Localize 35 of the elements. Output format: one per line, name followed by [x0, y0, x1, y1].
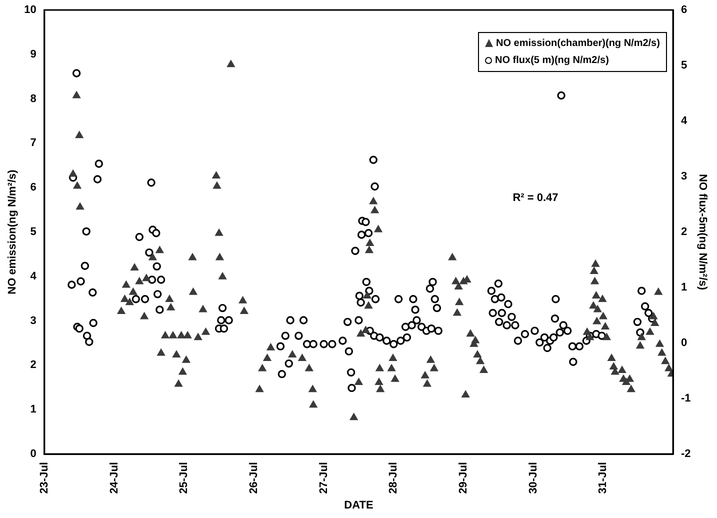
y2-tick-label: 0 [681, 337, 688, 350]
y2-tick-label: 4 [681, 115, 688, 128]
y2-tick-label: 3 [681, 170, 688, 183]
y-tick-label: 0 [30, 448, 36, 460]
x-tick-label: 28-Jul [388, 462, 400, 494]
x-tick-label: 25-Jul [178, 462, 190, 494]
x-tick-label: 24-Jul [108, 462, 120, 494]
y-tick-label: 4 [30, 270, 38, 282]
y-tick-label: 8 [30, 92, 36, 105]
y2-axis-title: NO flux-5m(ng N/m²/s) [696, 174, 708, 290]
x-tick-label: 31-Jul [597, 462, 610, 494]
y2-tick-label: 1 [681, 282, 688, 294]
y-tick-label: 9 [30, 48, 36, 60]
legend-label: NO flux(5 m)(ng N/m2/s) [495, 55, 609, 66]
y2-tick-label: 2 [681, 226, 688, 238]
legend-label: NO emission(chamber)(ng N/m2/s) [496, 38, 660, 49]
x-tick-label: 27-Jul [318, 462, 330, 494]
y2-tick-label: 6 [681, 4, 688, 16]
x-axis-title: DATE [344, 499, 374, 512]
y-tick-label: 2 [30, 359, 36, 372]
y-tick-label: 7 [30, 137, 36, 150]
x-tick-label: 29-Jul [458, 462, 470, 494]
y-tick-label: 3 [30, 314, 36, 327]
y2-tick-label: 5 [681, 60, 688, 72]
y-tick-label: 1 [30, 404, 36, 416]
annotation: R² = 0.47 [512, 192, 558, 204]
y-axis-title: NO emission(ng N/m²/s) [6, 169, 19, 294]
x-tick-label: 23-Jul [38, 462, 50, 494]
y2-tick-label: -2 [681, 448, 691, 460]
y-tick-label: 10 [24, 4, 36, 16]
y2-tick-label: -1 [681, 392, 691, 405]
y-tick-label: 6 [30, 182, 36, 194]
y-tick-label: 5 [30, 226, 36, 238]
x-tick-label: 30-Jul [527, 462, 540, 494]
x-tick-label: 26-Jul [248, 462, 260, 494]
